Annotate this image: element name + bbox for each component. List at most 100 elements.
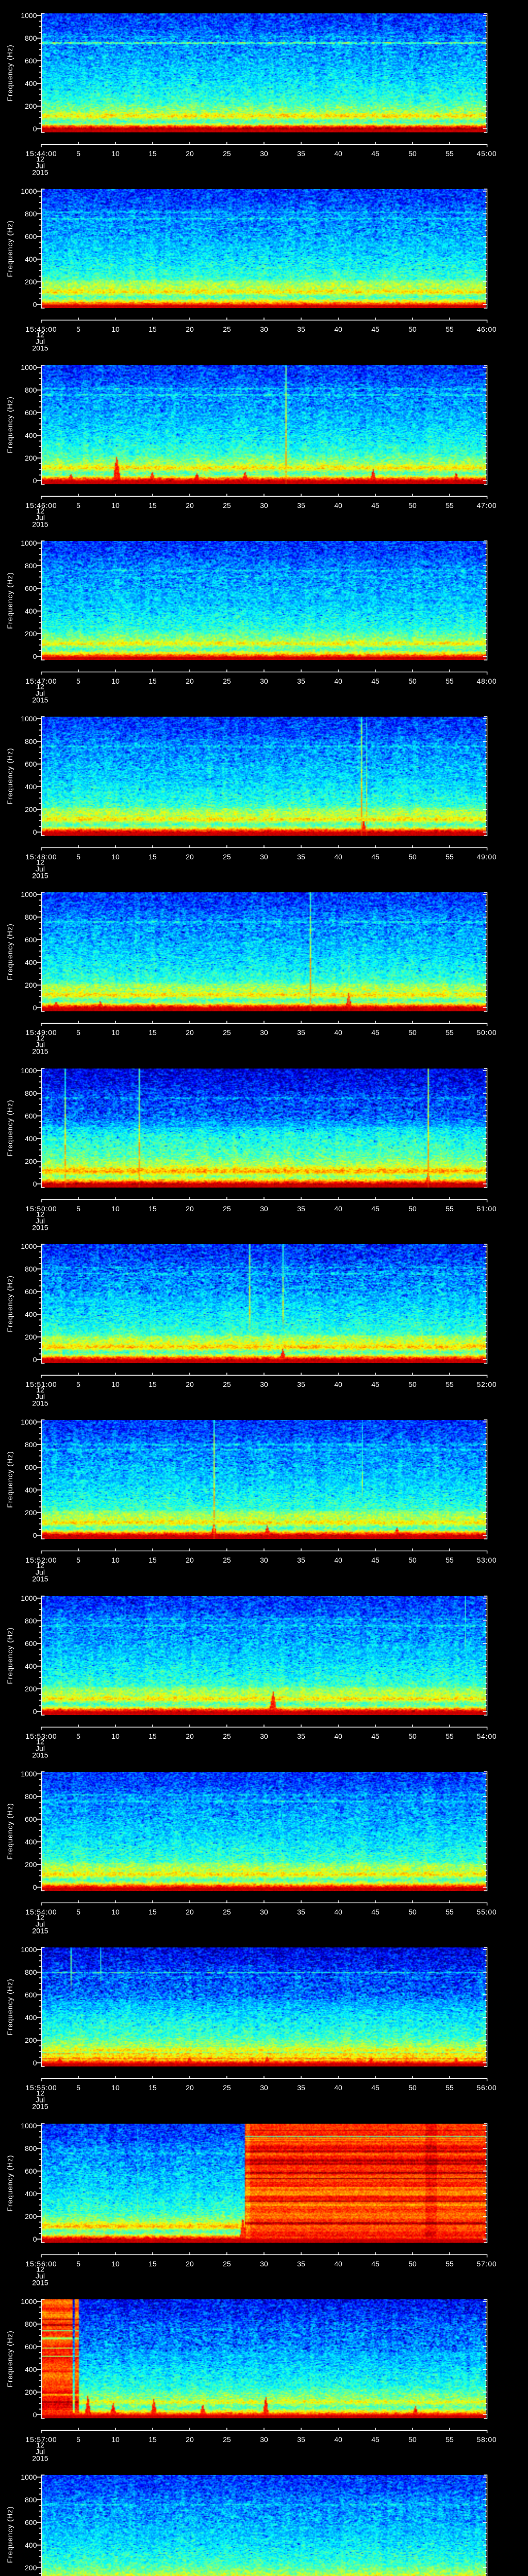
svg-text:12: 12 [36, 858, 44, 867]
svg-text:Jul: Jul [36, 1568, 45, 1577]
svg-text:200: 200 [25, 278, 37, 286]
svg-text:15:53:00: 15:53:00 [26, 1732, 57, 1740]
svg-text:15: 15 [148, 2435, 157, 2444]
svg-text:1000: 1000 [21, 715, 37, 723]
svg-text:5: 5 [76, 1908, 80, 1916]
svg-text:Jul: Jul [36, 162, 45, 170]
svg-text:35: 35 [297, 325, 305, 333]
svg-text:15: 15 [148, 1028, 157, 1037]
svg-text:25: 25 [223, 853, 231, 861]
svg-text:600: 600 [25, 1287, 37, 1296]
svg-text:200: 200 [25, 1157, 37, 1165]
svg-text:47:00: 47:00 [476, 501, 497, 510]
svg-text:Frequency (Hz): Frequency (Hz) [6, 572, 14, 629]
svg-text:200: 200 [25, 2036, 37, 2044]
svg-text:12: 12 [36, 1386, 44, 1394]
svg-text:10: 10 [111, 1205, 120, 1213]
svg-text:0: 0 [33, 652, 37, 660]
svg-text:12: 12 [36, 1738, 44, 1746]
svg-text:5: 5 [76, 1028, 80, 1037]
svg-text:15: 15 [148, 325, 157, 333]
svg-text:15:47:00: 15:47:00 [26, 677, 57, 685]
svg-text:2015: 2015 [32, 1575, 48, 1583]
svg-text:25: 25 [223, 1732, 231, 1740]
svg-text:40: 40 [334, 2260, 342, 2268]
svg-text:50:00: 50:00 [476, 1028, 497, 1037]
svg-text:50: 50 [408, 1908, 417, 1916]
svg-text:800: 800 [25, 1440, 37, 1449]
svg-text:40: 40 [334, 2435, 342, 2444]
svg-text:35: 35 [297, 149, 305, 158]
svg-text:45: 45 [371, 501, 380, 510]
svg-text:1000: 1000 [21, 890, 37, 899]
svg-text:15:45:00: 15:45:00 [26, 325, 57, 333]
svg-text:10: 10 [111, 1732, 120, 1740]
svg-text:30: 30 [260, 501, 268, 510]
svg-text:800: 800 [25, 2496, 37, 2504]
svg-text:45: 45 [371, 149, 380, 158]
svg-text:15:46:00: 15:46:00 [26, 501, 57, 510]
svg-text:600: 600 [25, 2343, 37, 2351]
svg-text:30: 30 [260, 677, 268, 685]
svg-text:15: 15 [148, 149, 157, 158]
svg-text:Jul: Jul [36, 337, 45, 346]
svg-text:5: 5 [76, 2260, 80, 2268]
svg-text:0: 0 [33, 1355, 37, 1364]
svg-text:25: 25 [223, 325, 231, 333]
svg-text:40: 40 [334, 1205, 342, 1213]
svg-text:1000: 1000 [21, 1770, 37, 1778]
svg-text:0: 0 [33, 1180, 37, 1188]
svg-text:1000: 1000 [21, 539, 37, 547]
svg-text:50: 50 [408, 149, 417, 158]
svg-text:0: 0 [33, 2059, 37, 2067]
svg-text:35: 35 [297, 677, 305, 685]
svg-text:Frequency (Hz): Frequency (Hz) [6, 1099, 14, 1156]
svg-text:15: 15 [148, 1380, 157, 1388]
svg-text:35: 35 [297, 1908, 305, 1916]
svg-text:2015: 2015 [32, 2454, 48, 2462]
svg-text:800: 800 [25, 1617, 37, 1625]
svg-text:600: 600 [25, 760, 37, 768]
svg-text:200: 200 [25, 630, 37, 638]
svg-text:55: 55 [446, 325, 454, 333]
svg-text:1000: 1000 [21, 363, 37, 371]
svg-text:5: 5 [76, 149, 80, 158]
svg-text:40: 40 [334, 1732, 342, 1740]
svg-text:600: 600 [25, 1991, 37, 1999]
svg-text:49:00: 49:00 [476, 853, 497, 861]
svg-text:600: 600 [25, 1463, 37, 1471]
svg-text:0: 0 [33, 2411, 37, 2419]
svg-text:5: 5 [76, 1380, 80, 1388]
svg-text:30: 30 [260, 149, 268, 158]
svg-text:55: 55 [446, 1028, 454, 1037]
svg-text:400: 400 [25, 79, 37, 88]
svg-text:Frequency (Hz): Frequency (Hz) [6, 1275, 14, 1332]
svg-text:45: 45 [371, 2260, 380, 2268]
svg-text:50: 50 [408, 501, 417, 510]
svg-text:15:50:00: 15:50:00 [26, 1205, 57, 1213]
svg-text:55: 55 [446, 1556, 454, 1564]
svg-text:25: 25 [223, 501, 231, 510]
svg-text:1000: 1000 [21, 1242, 37, 1250]
svg-text:Jul: Jul [36, 1041, 45, 1049]
svg-text:2015: 2015 [32, 344, 48, 352]
svg-text:45: 45 [371, 1380, 380, 1388]
svg-text:200: 200 [25, 102, 37, 110]
svg-text:Frequency (Hz): Frequency (Hz) [6, 2155, 14, 2211]
svg-text:1000: 1000 [21, 1066, 37, 1075]
svg-text:200: 200 [25, 1333, 37, 1341]
svg-text:12: 12 [36, 2265, 44, 2274]
svg-text:50: 50 [408, 325, 417, 333]
svg-text:30: 30 [260, 2435, 268, 2444]
svg-text:15: 15 [148, 853, 157, 861]
svg-text:800: 800 [25, 1089, 37, 1097]
svg-text:2015: 2015 [32, 1399, 48, 1407]
svg-text:51:00: 51:00 [476, 1205, 497, 1213]
svg-text:20: 20 [186, 1556, 194, 1564]
svg-text:45: 45 [371, 1205, 380, 1213]
svg-text:58:00: 58:00 [476, 2435, 497, 2444]
svg-text:25: 25 [223, 2260, 231, 2268]
svg-text:45: 45 [371, 1556, 380, 1564]
svg-text:55: 55 [446, 2260, 454, 2268]
svg-text:10: 10 [111, 1028, 120, 1037]
